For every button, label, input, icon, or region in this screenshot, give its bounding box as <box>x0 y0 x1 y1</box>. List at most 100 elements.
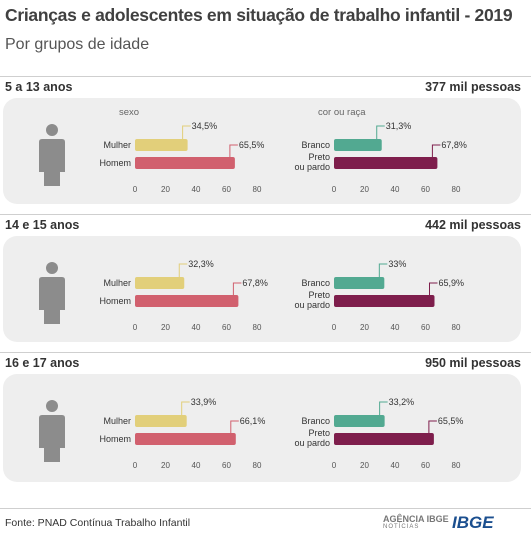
data-label: 33,9% <box>191 397 217 407</box>
person-head-icon <box>46 124 58 136</box>
label-leader <box>428 420 437 433</box>
chart-subtitle: Por grupos de idade <box>5 36 150 53</box>
x-tick-label: 60 <box>421 185 430 194</box>
label-leader <box>378 263 388 277</box>
bar <box>334 157 438 169</box>
label-leader <box>230 420 239 433</box>
category-label: Mulher <box>103 416 131 426</box>
panel-subtitle: cor ou raça <box>318 107 366 118</box>
x-tick-label: 0 <box>133 185 138 194</box>
x-tick-label: 40 <box>391 323 400 332</box>
category-label: Branco <box>301 416 330 426</box>
x-tick-label: 60 <box>222 185 231 194</box>
category-label: ou pardo <box>294 300 330 310</box>
bar <box>334 277 385 289</box>
category-label: Homem <box>99 296 131 306</box>
x-tick-label: 60 <box>421 323 430 332</box>
data-label: 67,8% <box>242 278 268 288</box>
x-tick-label: 20 <box>360 323 369 332</box>
divider <box>0 352 531 353</box>
person-body-icon <box>39 277 65 324</box>
data-label: 65,5% <box>438 416 464 426</box>
bar <box>135 139 188 151</box>
group-panel <box>3 374 521 482</box>
data-label: 32,3% <box>188 259 214 269</box>
x-tick-label: 0 <box>332 323 337 332</box>
bar <box>135 433 236 445</box>
x-tick-label: 80 <box>452 461 461 470</box>
category-label: Preto <box>308 290 330 300</box>
x-tick-label: 40 <box>192 185 201 194</box>
x-tick-label: 0 <box>133 323 138 332</box>
divider <box>0 76 531 77</box>
x-tick-label: 80 <box>253 461 262 470</box>
category-label: Preto <box>308 428 330 438</box>
data-label: 31,3% <box>386 121 412 131</box>
x-tick-label: 60 <box>421 461 430 470</box>
x-tick-label: 20 <box>360 461 369 470</box>
x-tick-label: 60 <box>222 461 231 470</box>
bar <box>135 295 239 307</box>
source-note: Fonte: PNAD Contínua Trabalho Infantil <box>5 517 191 529</box>
category-label: Homem <box>99 158 131 168</box>
data-label: 66,1% <box>240 416 266 426</box>
label-leader <box>181 401 190 415</box>
data-label: 65,5% <box>239 140 265 150</box>
person-head-icon <box>46 262 58 274</box>
bar <box>135 415 187 427</box>
x-tick-label: 20 <box>360 185 369 194</box>
divider <box>0 508 531 509</box>
data-label: 65,9% <box>438 278 464 288</box>
group-label: 14 e 15 anos <box>5 218 80 232</box>
category-label: ou pardo <box>294 438 330 448</box>
x-tick-label: 80 <box>452 323 461 332</box>
data-label: 33,2% <box>389 397 415 407</box>
category-label: Branco <box>301 140 330 150</box>
category-label: Mulher <box>103 140 131 150</box>
category-label: ou pardo <box>294 162 330 172</box>
x-tick-label: 40 <box>391 185 400 194</box>
bar <box>334 295 435 307</box>
group-panel <box>3 236 521 342</box>
person-body-icon <box>39 139 65 186</box>
x-tick-label: 40 <box>192 323 201 332</box>
label-leader <box>182 125 191 139</box>
category-label: Homem <box>99 434 131 444</box>
label-leader <box>232 282 242 295</box>
category-label: Branco <box>301 278 330 288</box>
label-leader <box>431 144 441 157</box>
x-tick-label: 20 <box>161 185 170 194</box>
group-count: 950 mil pessoas <box>425 356 521 370</box>
label-leader <box>229 144 238 157</box>
label-leader <box>428 282 438 295</box>
agencia-logo: AGÊNCIA IBGE NOTÍCIAS <box>383 515 449 531</box>
person-body-icon <box>39 415 65 462</box>
label-leader <box>376 125 385 139</box>
category-label: Preto <box>308 152 330 162</box>
panel-subtitle: sexo <box>119 107 139 118</box>
category-label: Mulher <box>103 278 131 288</box>
x-tick-label: 80 <box>253 185 262 194</box>
group-panel <box>3 98 521 204</box>
x-tick-label: 0 <box>133 461 138 470</box>
ibge-brand: IBGE <box>452 513 494 532</box>
bar <box>334 415 385 427</box>
x-tick-label: 20 <box>161 461 170 470</box>
data-label: 33% <box>388 259 406 269</box>
group-label: 16 e 17 anos <box>5 356 80 370</box>
x-tick-label: 80 <box>253 323 262 332</box>
label-leader <box>379 401 388 415</box>
agencia-name: AGÊNCIA IBGE <box>383 514 449 524</box>
group-count: 377 mil pessoas <box>425 80 521 94</box>
x-tick-label: 40 <box>391 461 400 470</box>
bar <box>334 139 382 151</box>
agencia-sub: NOTÍCIAS <box>383 524 420 530</box>
x-tick-label: 40 <box>192 461 201 470</box>
person-head-icon <box>46 400 58 412</box>
label-leader <box>178 263 188 277</box>
x-tick-label: 0 <box>332 461 337 470</box>
ibge-logo: IBGE <box>452 513 494 533</box>
divider <box>0 214 531 215</box>
bar <box>135 277 185 289</box>
